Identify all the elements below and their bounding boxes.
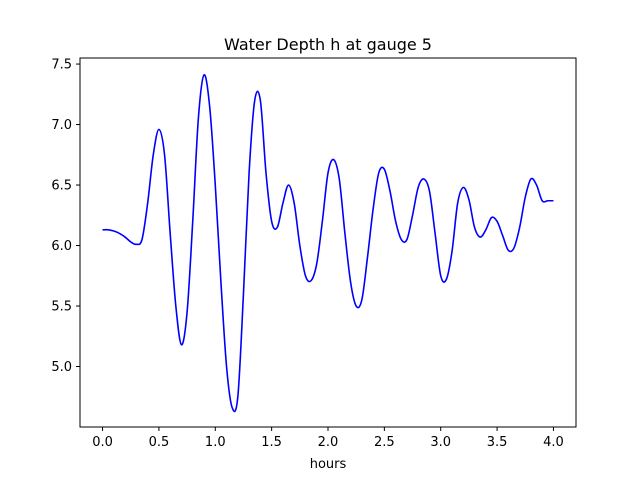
x-tick-label: 2.0 (318, 435, 339, 450)
y-tick-label: 6.5 (51, 179, 72, 194)
y-tick-label: 5.0 (51, 360, 72, 375)
y-tick-label: 7.0 (51, 118, 72, 133)
x-tick-label: 1.5 (261, 435, 282, 450)
x-axis: 0.0 0.5 1.0 1.5 2.0 2.5 3.0 3.5 4.0 (92, 427, 564, 450)
y-tick-label: 7.5 (51, 58, 72, 73)
plot-area (102, 74, 554, 413)
x-tick-label: 0.5 (149, 435, 170, 450)
y-tick-label: 5.5 (51, 300, 72, 315)
chart-title: Water Depth h at gauge 5 (224, 35, 432, 54)
x-tick-label: 3.5 (487, 435, 508, 450)
x-tick-label: 4.0 (543, 435, 564, 450)
x-tick-label: 3.0 (430, 435, 451, 450)
x-tick-label: 1.0 (205, 435, 226, 450)
series-line-water-depth (102, 74, 554, 413)
y-tick-label: 6.0 (51, 239, 72, 254)
x-axis-label: hours (310, 457, 347, 472)
x-tick-label: 2.5 (374, 435, 395, 450)
y-axis: 5.0 5.5 6.0 6.5 7.0 7.5 (51, 58, 80, 375)
x-tick-label: 0.0 (92, 435, 113, 450)
axes-frame (79, 57, 577, 428)
